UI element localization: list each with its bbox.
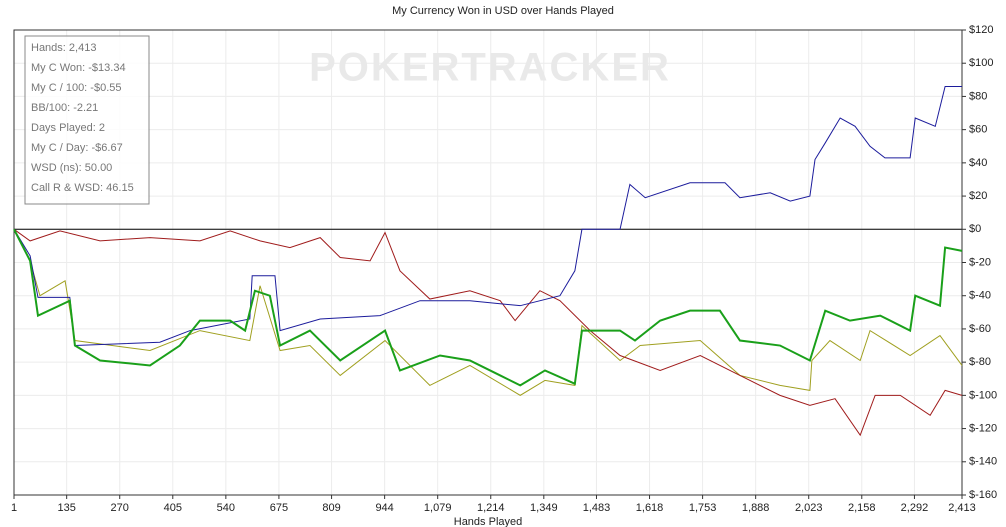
x-tick-label: 1,618 [636,502,664,514]
series-line [13,228,963,387]
x-tick-label: 944 [375,502,393,514]
x-tick-label: 809 [322,502,340,514]
info-item: Days Played: 2 [31,122,105,134]
chart-title: My Currency Won in USD over Hands Played [392,5,614,17]
series-line [13,228,963,437]
y-tick-label: $120 [969,24,993,36]
y-tick-label: $40 [969,157,987,169]
info-item: My C / Day: -$6.67 [31,142,123,154]
y-tick-label: $-160 [969,489,997,501]
x-tick-label: 2,292 [901,502,929,514]
info-box: Hands: 2,413 My C Won: -$13.34 My C / 100:… [24,35,150,205]
info-item: BB/100: -2.21 [31,102,98,114]
x-tick-label: 1 [11,502,17,514]
x-tick-label: 675 [270,502,288,514]
y-tick-label: $-20 [969,256,991,268]
x-axis-label: Hands Played [454,516,523,527]
x-tick-label: 1,214 [477,502,505,514]
x-tick-label: 1,888 [742,502,770,514]
y-tick-label: $20 [969,190,987,202]
x-tick-label: 1,483 [583,502,611,514]
info-item: WSD (ns): 50.00 [31,162,112,174]
watermark: POKERTRACKER [309,46,671,90]
y-tick-label: $100 [969,57,993,69]
series-line [13,229,963,396]
info-item: My C Won: -$13.34 [31,62,126,74]
y-tick-label: $-140 [969,456,997,468]
y-tick-label: $-60 [969,323,991,335]
x-tick-label: 2,158 [848,502,876,514]
y-tick-label: $0 [969,223,981,235]
y-tick-label: $-40 [969,290,991,302]
x-tick-label: 405 [164,502,182,514]
x-tick-label: 2,413 [948,502,976,514]
x-tick-label: 270 [111,502,129,514]
plot-frame [13,29,963,496]
info-item: My C / 100: -$0.55 [31,82,122,94]
y-tick-label: $-120 [969,422,997,434]
info-item: Hands: 2,413 [31,42,96,54]
y-tick-label: $-100 [969,389,997,401]
x-tick-label: 135 [57,502,75,514]
x-tick-label: 2,023 [795,502,823,514]
y-tick-label: $-80 [969,356,991,368]
y-tick-label: $80 [969,90,987,102]
x-tick-label: 540 [217,502,235,514]
info-box-frame [24,35,150,205]
x-tick-label: 1,349 [530,502,558,514]
x-tick-label: 1,753 [689,502,717,514]
info-item: Call R & WSD: 46.15 [31,182,134,194]
series-line [13,85,962,347]
y-tick-label: $60 [969,124,987,136]
x-tick-label: 1,079 [424,502,452,514]
